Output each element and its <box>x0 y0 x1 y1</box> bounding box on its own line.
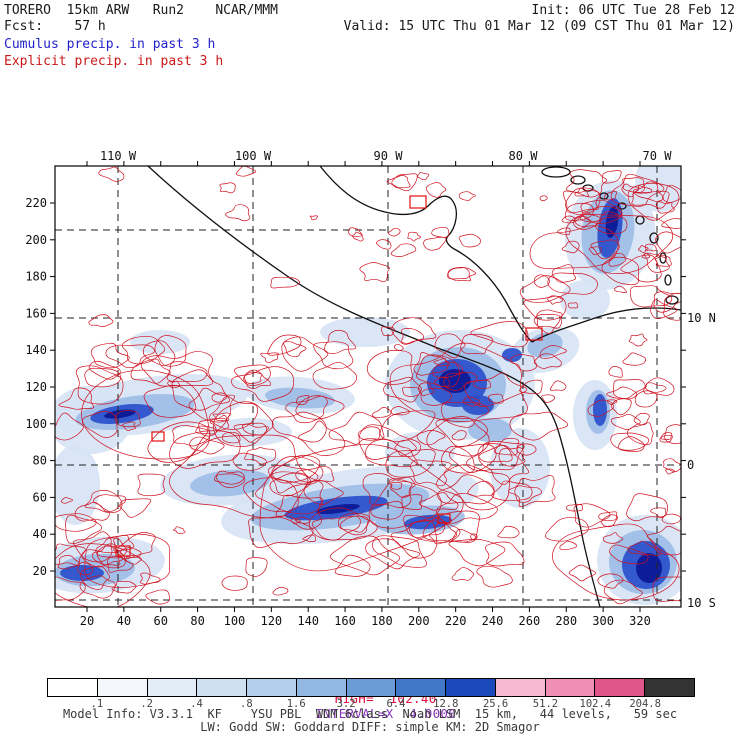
svg-text:110 W: 110 W <box>100 149 137 163</box>
axis-ticks <box>50 161 686 612</box>
svg-text:140: 140 <box>297 614 319 628</box>
colorbar-tick-label: 1.6 <box>286 698 306 710</box>
colorbar-cell <box>197 679 248 696</box>
red-contours <box>55 166 681 607</box>
svg-text:90 W: 90 W <box>374 149 404 163</box>
colorbar-cell <box>495 679 546 696</box>
colorbar-cell <box>296 679 347 696</box>
svg-text:60: 60 <box>33 490 47 504</box>
colorbar-cell <box>446 679 496 696</box>
svg-text:80 W: 80 W <box>509 149 539 163</box>
colorbar-tick-label: 51.2 <box>532 698 559 710</box>
colorbar <box>47 678 695 697</box>
colorbar-tick-label: 25.6 <box>482 698 509 710</box>
svg-text:220: 220 <box>25 196 47 210</box>
svg-text:120: 120 <box>260 614 282 628</box>
svg-text:70 W: 70 W <box>643 149 673 163</box>
colorbar-tick-label: 3.2 <box>336 698 356 710</box>
svg-text:60: 60 <box>154 614 168 628</box>
colorbar-cell <box>97 679 148 696</box>
colorbar-tick-label: .4 <box>190 698 203 710</box>
colorbar-cell <box>396 679 447 696</box>
colorbar-tick-label: 12.8 <box>433 698 459 710</box>
colorbar-labels: .1 .2 .4 .8 1.6 3.2 6.4 12.8 25.6 51.2 102.4 204.8 <box>0 698 740 710</box>
svg-text:40: 40 <box>33 527 47 541</box>
colorbar-cell <box>346 679 397 696</box>
red-marker-boxes <box>115 195 543 557</box>
svg-text:180: 180 <box>25 270 47 284</box>
svg-text:100: 100 <box>224 614 246 628</box>
svg-text:260: 260 <box>519 614 541 628</box>
explicit-field-label: Explicit precip. in past 3 h <box>4 54 224 69</box>
svg-text:80: 80 <box>190 614 204 628</box>
svg-text:320: 320 <box>629 614 651 628</box>
colorbar-cell <box>645 679 694 696</box>
svg-text:120: 120 <box>25 380 47 394</box>
colorbar-tick-label: 6.4 <box>386 698 406 710</box>
model-info-line2: LW: Godd SW: Goddard DIFF: simple KM: 2D… <box>200 720 540 734</box>
svg-text:80: 80 <box>33 454 47 468</box>
svg-text:100 W: 100 W <box>235 149 272 163</box>
svg-text:140: 140 <box>25 343 47 357</box>
geo-labels: 110 W 100 W 90 W 80 W 70 W 10 N 0 10 S <box>100 149 716 610</box>
colorbar-tick-label: .8 <box>240 698 253 710</box>
forecast-hour: Fcst: 57 h <box>4 19 106 34</box>
svg-text:0: 0 <box>687 458 694 472</box>
svg-text:200: 200 <box>25 233 47 247</box>
model-info-line1: Model Info: V3.3.1 KF YSU PBL WDM 6class… <box>62 707 678 721</box>
svg-text:200: 200 <box>408 614 430 628</box>
svg-text:100: 100 <box>25 417 47 431</box>
svg-text:40: 40 <box>117 614 131 628</box>
cumulus-field-label: Cumulus precip. in past 3 h <box>4 37 216 52</box>
colorbar-cell <box>545 679 596 696</box>
model-title: TORERO 15km ARW Run2 NCAR/MMM <box>4 3 278 18</box>
svg-text:10 N: 10 N <box>687 311 716 325</box>
valid-time: Valid: 15 UTC Thu 01 Mar 12 (09 CST Thu … <box>343 19 735 34</box>
header-row-1: TORERO 15km ARW Run2 NCAR/MMM Init: 06 U… <box>4 3 735 18</box>
axis-tick-labels: 20 40 60 80 100 120 140 160 180 200 220 240 260 280 30… <box>25 196 651 628</box>
colorbar-tick-label: 102.4 <box>579 698 612 710</box>
colorbar-cell <box>247 679 297 696</box>
colorbar-tick-label: .1 <box>90 698 104 710</box>
svg-text:240: 240 <box>482 614 504 628</box>
colorbar-tick-label: .2 <box>140 698 154 710</box>
svg-text:20: 20 <box>80 614 94 628</box>
colorbar-cell <box>48 679 98 696</box>
svg-text:20: 20 <box>33 564 47 578</box>
svg-text:280: 280 <box>555 614 577 628</box>
svg-text:160: 160 <box>25 306 47 320</box>
colorbar-cell <box>595 679 646 696</box>
svg-text:160: 160 <box>334 614 356 628</box>
contour-interval-info: INTERVAL=X 4.0000 <box>315 706 457 721</box>
svg-text:220: 220 <box>445 614 467 628</box>
init-time: Init: 06 UTC Tue 28 Feb 12 <box>531 3 736 18</box>
header-row-2: Fcst: 57 h Valid: 15 UTC Thu 01 Mar 12 (… <box>4 19 735 34</box>
svg-text:300: 300 <box>592 614 614 628</box>
colorbar-cell <box>147 679 198 696</box>
svg-text:180: 180 <box>371 614 393 628</box>
colorbar-tick-label: 204.8 <box>629 698 661 710</box>
svg-text:10 S: 10 S <box>687 596 716 610</box>
